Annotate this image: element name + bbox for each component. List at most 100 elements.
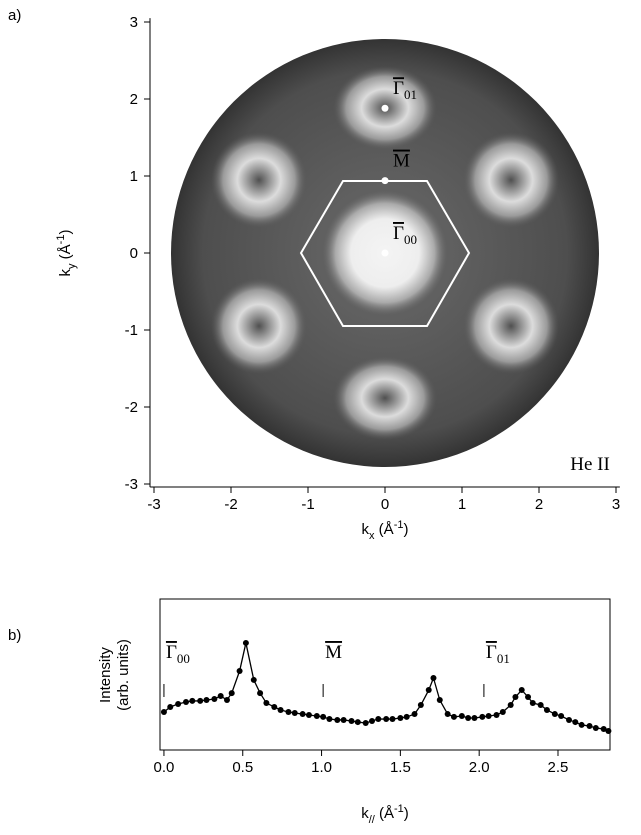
- x-tick-label: 0: [381, 496, 389, 513]
- data-point: [436, 697, 443, 704]
- data-point: [326, 716, 333, 723]
- panel-label: b): [8, 627, 21, 644]
- data-point: [592, 724, 599, 731]
- x-tick-label: 0.0: [154, 759, 175, 776]
- x-tick-label: 2.0: [469, 759, 490, 776]
- data-point: [512, 693, 519, 700]
- data-point: [299, 711, 306, 718]
- data-point: [529, 700, 536, 707]
- point-label-sub: 01: [404, 87, 417, 102]
- marker-label-symbol: Γ: [486, 642, 497, 663]
- data-point: [600, 726, 607, 733]
- data-point: [479, 713, 486, 720]
- marker-label-symbol: Γ: [166, 642, 177, 663]
- x-tick-label: 3: [612, 496, 620, 513]
- data-point: [211, 695, 218, 702]
- point-label-sub: 00: [404, 232, 417, 247]
- data-point: [572, 719, 579, 726]
- axis-title-sub: x: [369, 530, 375, 542]
- axis-title-close: ): [403, 521, 408, 538]
- data-point: [217, 692, 224, 699]
- axis-title-base: k: [361, 805, 369, 822]
- data-point: [223, 697, 230, 704]
- point-label: Γ01: [393, 78, 417, 102]
- data-point: [203, 697, 210, 704]
- plot-frame: [159, 598, 611, 751]
- data-point: [340, 716, 347, 723]
- marker-label: Γ00: [166, 642, 190, 666]
- data-point: [189, 697, 196, 704]
- data-point: [305, 711, 312, 718]
- data-point: [354, 719, 361, 726]
- point-label-symbol: M: [393, 151, 410, 172]
- data-point: [543, 706, 550, 713]
- data-point: [566, 716, 573, 723]
- data-point: [160, 708, 167, 715]
- data-point: [320, 713, 327, 720]
- marker-label-sub: 00: [177, 651, 190, 666]
- data-point: [518, 687, 525, 694]
- x-tick-label: 2: [535, 496, 543, 513]
- x-tick-label: 1.0: [311, 759, 332, 776]
- x-tick-label: 1: [458, 496, 466, 513]
- point-label-symbol: Γ: [393, 223, 404, 244]
- data-point: [551, 711, 558, 718]
- axis-title-unit: (Å: [375, 805, 394, 822]
- data-point: [277, 706, 284, 713]
- panel-label: a): [8, 7, 21, 24]
- data-point: [578, 721, 585, 728]
- data-point: [499, 708, 506, 715]
- axis-title: ky (Å-1): [55, 230, 78, 277]
- data-point: [383, 716, 390, 723]
- marker-label-symbol: M: [325, 642, 342, 663]
- data-point: [362, 719, 369, 726]
- y-tick-label: -2: [125, 399, 138, 416]
- data-point: [558, 713, 565, 720]
- y-axis-title: Intensity: [97, 647, 114, 703]
- x-tick-label: -1: [301, 496, 314, 513]
- x-tick-label: 0.5: [232, 759, 253, 776]
- y-tick-label: 2: [130, 91, 138, 108]
- symmetry-point: [381, 249, 389, 257]
- axis-title: kx (Å-1): [362, 519, 409, 542]
- data-point: [537, 702, 544, 709]
- data-point: [257, 690, 264, 697]
- data-point: [368, 718, 375, 725]
- y-tick-label: 1: [130, 168, 138, 185]
- data-point: [397, 714, 404, 721]
- brillouin-zone: [299, 180, 471, 327]
- data-point: [485, 713, 492, 720]
- data-point: [313, 713, 320, 720]
- axis-title-unit: (Å: [375, 521, 394, 538]
- axis-title-sub: y: [66, 263, 78, 269]
- axis-title-base: k: [362, 521, 370, 538]
- y-tick-label: -1: [125, 322, 138, 339]
- axis-title-sub: //: [369, 814, 376, 826]
- symmetry-point: [381, 104, 389, 112]
- data-point: [334, 716, 341, 723]
- x-tick-label: -2: [224, 496, 237, 513]
- data-point: [411, 711, 418, 718]
- annotation: He II: [570, 454, 610, 475]
- data-point: [525, 693, 532, 700]
- data-point: [263, 700, 270, 707]
- data-point: [458, 713, 465, 720]
- data-point: [507, 702, 514, 709]
- data-point: [471, 714, 478, 721]
- data-point: [465, 714, 472, 721]
- data-point: [175, 700, 182, 707]
- point-label-symbol: Γ: [393, 78, 404, 99]
- axis-title-sup: -1: [394, 519, 404, 531]
- data-point: [197, 697, 204, 704]
- data-point: [291, 710, 298, 717]
- marker-label: M: [325, 642, 342, 663]
- data-point: [586, 722, 593, 729]
- y-tick-label: 3: [130, 14, 138, 31]
- marker-label: Γ01: [486, 642, 510, 666]
- x-tick-label: -3: [147, 496, 160, 513]
- data-point: [389, 716, 396, 723]
- axis-title-base: k: [57, 268, 74, 276]
- axis-title-sup: -1: [394, 803, 404, 815]
- data-point: [493, 711, 500, 718]
